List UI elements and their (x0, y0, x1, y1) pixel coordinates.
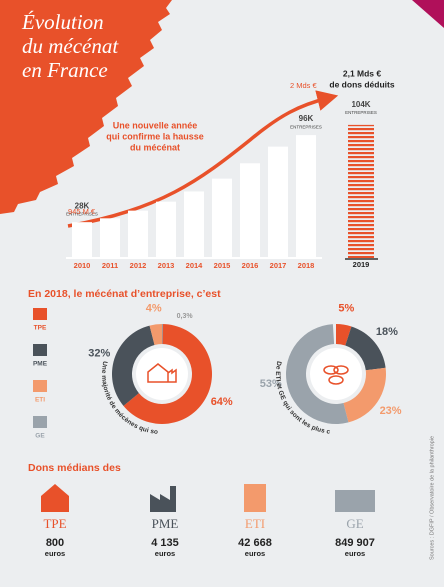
x-tick-label: 2012 (130, 261, 147, 270)
median-amount: 4 135 (151, 537, 179, 549)
value-label: 23% (380, 405, 402, 417)
legend-label: ETI (35, 397, 45, 404)
median-amount: 849 907 (335, 537, 375, 549)
median-icon (150, 486, 176, 512)
x-tick-label: 2018 (298, 261, 315, 270)
title-banner (0, 0, 172, 214)
donut-segment (286, 324, 349, 424)
value-label: 64% (211, 396, 233, 408)
donut-segment (336, 324, 352, 346)
bar (156, 201, 176, 258)
x-tick-label: 2016 (242, 261, 259, 270)
legend-icon (33, 380, 47, 392)
title-line: Évolution (21, 10, 104, 34)
donut-segment (343, 367, 387, 423)
median-icon (335, 490, 375, 512)
median-amount: 800 (46, 537, 64, 549)
medians-title: Dons médians des (28, 462, 121, 474)
annotation: du mécénat (130, 142, 180, 152)
donut-center (310, 348, 362, 400)
unit-label: ENTREPRISES (290, 124, 322, 129)
x-tick-label: 2015 (214, 261, 231, 270)
center-icon (147, 363, 177, 383)
median-label: PME (152, 516, 179, 531)
total-label: 2,1 Mds € (343, 68, 382, 78)
value-label: 4% (146, 302, 162, 314)
bar (212, 178, 232, 258)
bar (268, 146, 288, 258)
title-line: du mécénat (22, 34, 119, 58)
unit-label: ENTREPRISES (345, 110, 377, 115)
bar (296, 135, 316, 258)
x-tick-label: 2013 (158, 261, 175, 270)
median-label: ETI (245, 516, 265, 531)
end-amount: 2 Mds € (290, 81, 318, 90)
center-icon (328, 375, 344, 385)
value-label: 0,3% (177, 313, 194, 320)
bar (100, 218, 120, 258)
bar (72, 222, 92, 258)
x-tick-label: 2014 (186, 261, 204, 270)
annotation: qui confirme la hausse (106, 131, 204, 141)
legend-label: GE (35, 433, 45, 440)
value-label: 28K (75, 201, 90, 210)
median-icon (41, 484, 69, 512)
x-tick-label: 2011 (102, 261, 118, 270)
value-label: 5% (338, 303, 354, 315)
x-tick-label: 2010 (74, 261, 91, 270)
center-icon (333, 365, 349, 375)
bar (240, 163, 260, 258)
median-label: TPE (43, 516, 66, 531)
total-label: de dons déduits (329, 79, 394, 89)
corner-mark (412, 0, 444, 28)
median-unit: euros (345, 549, 365, 558)
value-label: 18% (376, 326, 398, 338)
legend-icon (33, 308, 47, 320)
annotation: Une nouvelle année (113, 120, 198, 130)
median-unit: euros (245, 549, 265, 558)
center-icon (323, 365, 339, 375)
unit-label: ENTREPRISES (66, 211, 98, 216)
donut-center (136, 348, 188, 400)
median-amount: 42 668 (238, 537, 272, 549)
x-tick-label: 2019 (353, 260, 370, 269)
median-unit: euros (155, 549, 175, 558)
median-unit: euros (45, 549, 65, 558)
value-label: 53% (260, 378, 282, 390)
value-label: 96K (299, 114, 314, 123)
legend-label: PME (33, 361, 48, 368)
x-tick-label: 2017 (270, 261, 287, 270)
value-label: 32% (88, 348, 110, 360)
bar (128, 210, 148, 258)
source: Sources : DGFIP / Observatoire de la phi… (429, 436, 435, 560)
donut-segment (123, 324, 213, 425)
bar-highlight (348, 124, 374, 258)
bar (184, 191, 204, 258)
start-amount: 945 M € (68, 207, 96, 216)
legend-label: TPE (34, 325, 47, 332)
donut-segment (345, 326, 386, 371)
title: Évolution du mécénat en France (21, 10, 119, 82)
title-line: en France (22, 58, 108, 82)
median-label: GE (346, 516, 363, 531)
median-icon (244, 484, 266, 512)
donut-segment (162, 324, 163, 345)
donut-segment (112, 325, 155, 406)
value-label: 104K (351, 100, 370, 109)
donut-section-title: En 2018, le mécénat d’entreprise, c’est (28, 288, 221, 300)
section-heading: En 2018, le mécénat d’entreprise, c’est (28, 288, 221, 300)
donut-segment (149, 324, 162, 345)
legend-icon (33, 344, 47, 356)
legend-icon (33, 416, 47, 428)
